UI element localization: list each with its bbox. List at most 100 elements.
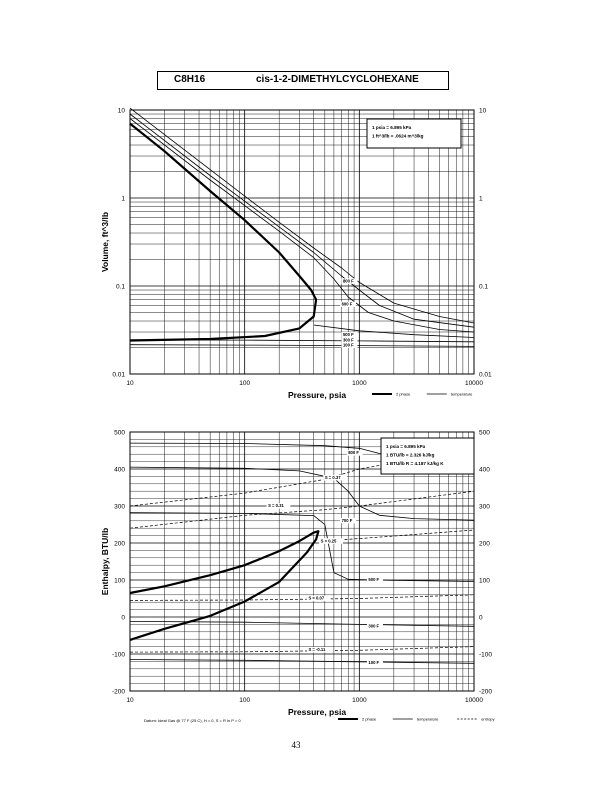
temperature-curve — [313, 324, 475, 338]
temperature-curve — [129, 344, 475, 347]
x-tick-label: 10 — [126, 380, 134, 387]
curve-label-bg — [341, 278, 358, 284]
curve-label: 100 F — [368, 660, 379, 665]
legend-label: entropy — [481, 717, 494, 722]
curve-label: 800 F — [343, 278, 354, 283]
datum-footnote: Datum: Ideal Gas @ 77 F (25 C), H = 0, S… — [144, 718, 241, 723]
legend-label: temperature — [417, 717, 439, 722]
y-tick-label-left: 10 — [118, 108, 126, 115]
x-tick-label: 10000 — [465, 380, 483, 387]
y-tick-label-left: 1 — [121, 196, 125, 203]
compound-formula: C8H16 — [174, 74, 206, 85]
x-tick-label: 10000 — [465, 697, 483, 704]
conversion-note-line: 1 ft^3/lb = .0624 m^3/kg — [372, 134, 424, 139]
temperature-curve — [129, 512, 475, 582]
curve-label: 300 F — [368, 623, 379, 628]
y-tick-label-right: 10 — [479, 108, 487, 115]
curve-label-bg — [346, 450, 363, 456]
x-tick-label: 10 — [126, 697, 134, 704]
curve-label-bg — [266, 503, 291, 509]
y-tick-label-right: 0 — [479, 615, 483, 622]
y-tick-label-left: 300 — [114, 504, 125, 511]
y-tick-label-right: -100 — [479, 652, 492, 659]
temperature-curve — [129, 339, 475, 343]
y-tick-label-left: -100 — [112, 652, 125, 659]
two-phase-envelope — [129, 530, 320, 641]
curve-label: S = 0.37 — [325, 475, 341, 480]
y-tick-label-left: 500 — [114, 430, 125, 437]
curve-label: 500 F — [368, 577, 379, 582]
plot-frame — [129, 431, 475, 692]
curve-label: 600 F — [342, 302, 353, 307]
curve-label: 500 F — [343, 332, 354, 337]
page-number: 43 — [291, 740, 301, 750]
y-tick-label-right: 0.01 — [479, 372, 492, 379]
x-tick-label: 1000 — [352, 697, 367, 704]
curve-label-bg — [341, 342, 358, 349]
curve-label: S = 0.31 — [268, 503, 284, 508]
temperature-curve — [129, 659, 475, 664]
x-axis-title: Pressure, psia — [288, 390, 346, 400]
curve-label-bg — [366, 623, 383, 629]
temperature-curve — [129, 118, 475, 333]
curve-label: 300 F — [343, 337, 354, 342]
temperature-curve — [129, 621, 475, 627]
y-axis-title: Enthalpy, BTU/lb — [100, 528, 110, 595]
y-tick-label-right: 100 — [479, 578, 490, 585]
curve-label-bg — [366, 577, 383, 583]
x-axis-title: Pressure, psia — [288, 707, 346, 717]
conversion-note-line: 1 psia = 6.895 kPa — [386, 444, 426, 449]
entropy-curve — [129, 594, 475, 601]
y-tick-label-left: 0 — [121, 615, 125, 622]
curve-label-bg — [366, 659, 383, 666]
y-tick-label-right: 400 — [479, 467, 490, 474]
entropy-curve — [319, 529, 475, 542]
y-tick-label-right: 200 — [479, 541, 490, 548]
curve-label-bg — [341, 332, 358, 338]
entropy-curve — [129, 490, 475, 529]
curve-label-bg — [323, 474, 348, 481]
compound-name: cis-1-2-DIMETHYLCYCLOHEXANE — [256, 74, 419, 85]
conversion-note-box — [380, 437, 475, 475]
y-tick-label-right: -200 — [479, 689, 492, 696]
two-phase-envelope — [129, 122, 318, 342]
curve-label-bg — [340, 517, 357, 524]
y-tick-label-left: 400 — [114, 467, 125, 474]
conversion-note-line: 1 psia = 6.895 kPa — [372, 125, 412, 130]
y-tick-label-left: 200 — [114, 541, 125, 548]
curve-label-bg — [340, 301, 357, 308]
x-tick-label: 100 — [239, 380, 250, 387]
curve-label: 800 F — [348, 450, 359, 455]
curve-label: 100 F — [343, 343, 354, 348]
y-tick-label-left: 100 — [114, 578, 125, 585]
y-tick-label-left: 0.1 — [116, 284, 125, 291]
curve-label: S = -0.11 — [308, 647, 326, 652]
x-tick-label: 1000 — [352, 380, 367, 387]
curve-label: S = 0.07 — [308, 596, 324, 601]
y-tick-label-left: -200 — [112, 689, 125, 696]
legend-label: 2 phase — [362, 717, 377, 722]
curve-label-bg — [306, 647, 334, 653]
temperature-curve — [129, 107, 475, 324]
y-tick-label-right: 300 — [479, 504, 490, 511]
y-tick-label-left: 0.01 — [112, 372, 125, 379]
curve-label: S = 0.25 — [321, 538, 337, 543]
legend-label: temperature — [451, 392, 473, 397]
conversion-note-line: 1 BTU/lb R = 4.187 kJ/kg K — [386, 461, 444, 466]
curve-label: 700 F — [342, 518, 353, 523]
curve-label-bg — [306, 595, 331, 602]
conversion-note-line: 1 BTU/lb = 2.326 kJ/kg — [386, 453, 435, 458]
temperature-curve — [129, 113, 475, 328]
plot-frame — [129, 109, 475, 375]
y-tick-label-right: 1 — [479, 196, 483, 203]
y-tick-label-right: 500 — [479, 430, 490, 437]
curve-label-bg — [341, 337, 358, 343]
x-tick-label: 100 — [239, 697, 250, 704]
y-axis-title: Volume, ft^3/lb — [100, 212, 110, 272]
y-tick-label-right: 0.1 — [479, 284, 488, 291]
temperature-curve — [129, 466, 475, 521]
entropy-curve — [129, 646, 475, 653]
legend-label: 2 phase — [396, 392, 411, 397]
